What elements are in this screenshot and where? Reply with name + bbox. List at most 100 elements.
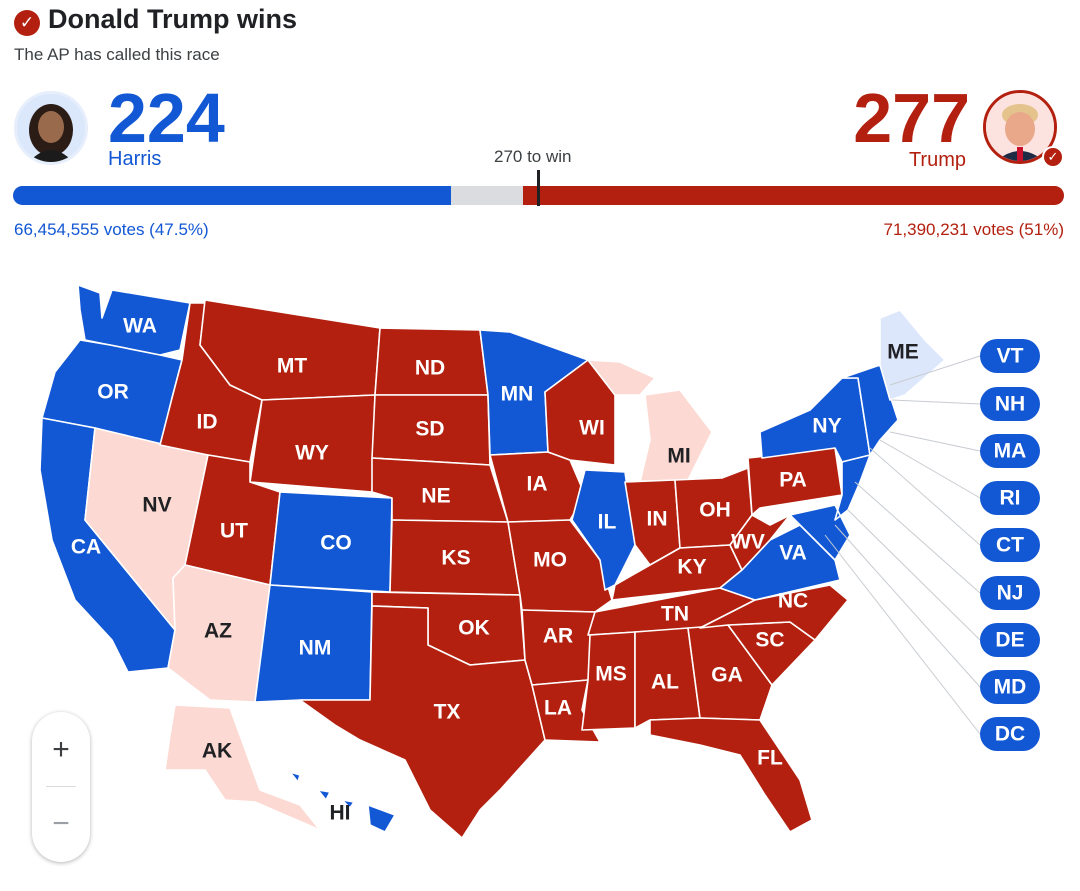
small-state-MD[interactable]: MD	[980, 670, 1040, 704]
state-HI[interactable]	[289, 771, 396, 833]
state-label-NM: NM	[299, 637, 332, 660]
leader-lines	[824, 355, 981, 735]
state-label-LA: LA	[544, 697, 572, 720]
small-state-label-NH: NH	[995, 393, 1025, 416]
state-label-GA: GA	[711, 664, 743, 687]
threshold-marker	[537, 170, 540, 206]
state-label-PA: PA	[779, 469, 807, 492]
state-label-AR: AR	[543, 625, 573, 648]
state-label-VA: VA	[779, 542, 807, 565]
state-label-ID: ID	[197, 411, 218, 434]
state-label-TX: TX	[434, 701, 461, 724]
small-state-label-MA: MA	[994, 440, 1027, 463]
state-label-WA: WA	[123, 315, 157, 338]
state-label-FL: FL	[757, 747, 783, 770]
state-label-MO: MO	[533, 549, 567, 572]
electoral-map[interactable]: VT NH MA RI CT NJ DE MD DC WA OR CA ID NV AZ UT MT WY CO N…	[0, 270, 1080, 891]
zoom-out-button[interactable]: −	[52, 807, 70, 840]
small-state-pill-DC[interactable]	[980, 717, 1040, 751]
state-ME[interactable]	[879, 309, 946, 401]
state-WA[interactable]	[77, 284, 191, 356]
state-label-MN: MN	[501, 383, 534, 406]
small-state-label-DC: DC	[995, 723, 1025, 746]
state-label-ME: ME	[887, 341, 919, 364]
state-label-MT: MT	[277, 355, 307, 378]
small-state-pill-NJ[interactable]	[980, 576, 1040, 610]
state-label-CO: CO	[320, 532, 352, 555]
state-label-NY: NY	[812, 415, 841, 438]
state-label-OR: OR	[97, 381, 129, 404]
state-label-WI: WI	[579, 417, 605, 440]
state-label-TN: TN	[661, 603, 689, 626]
state-label-CA: CA	[71, 536, 101, 559]
state-label-NC: NC	[778, 590, 808, 613]
small-state-RI[interactable]: RI	[980, 481, 1040, 515]
state-label-IL: IL	[598, 511, 617, 534]
state-label-OK: OK	[458, 617, 490, 640]
harris-electoral-votes: 224	[108, 79, 225, 157]
state-label-WV: WV	[731, 531, 765, 554]
state-label-NE: NE	[421, 485, 450, 508]
state-labels: WA OR CA ID NV AZ UT MT WY CO NM ND SD NE KS OK TX MN IA MO…	[71, 315, 919, 825]
harris-avatar[interactable]	[14, 91, 88, 165]
person-portrait-icon	[986, 93, 1054, 161]
race-status: The AP has called this race	[14, 45, 220, 64]
small-state-label-CT: CT	[996, 534, 1024, 557]
person-portrait-icon	[17, 94, 85, 162]
winner-check-icon: ✓	[1042, 146, 1064, 168]
small-state-pill-MA[interactable]	[980, 434, 1040, 468]
small-state-CT[interactable]: CT	[980, 528, 1040, 562]
state-MO[interactable]	[507, 519, 613, 613]
small-state-label-RI: RI	[1000, 487, 1021, 510]
small-state-DC[interactable]: DC	[980, 717, 1040, 751]
harris-popular-vote: 66,454,555 votes (47.5%)	[14, 220, 209, 239]
harris-bar-segment	[13, 186, 451, 205]
small-state-MA[interactable]: MA	[980, 434, 1040, 468]
state-label-KS: KS	[441, 547, 470, 570]
small-state-label-VT: VT	[997, 345, 1024, 368]
check-circle-icon: ✓	[14, 10, 40, 36]
small-state-NH[interactable]: NH	[980, 387, 1040, 421]
harris-name: Harris	[108, 148, 162, 170]
state-label-UT: UT	[220, 520, 248, 543]
state-label-KY: KY	[677, 556, 706, 579]
small-state-pill-MD[interactable]	[980, 670, 1040, 704]
trump-avatar[interactable]	[983, 90, 1057, 164]
state-label-AL: AL	[651, 671, 679, 694]
trump-popular-vote: 71,390,231 votes (51%)	[883, 220, 1064, 239]
small-state-pill-DE[interactable]	[980, 623, 1040, 657]
small-state-VT[interactable]: VT	[980, 339, 1040, 373]
state-label-MS: MS	[595, 663, 627, 686]
trump-electoral-votes: 277	[853, 79, 970, 157]
state-MS[interactable]	[581, 631, 636, 731]
small-state-NJ[interactable]: NJ	[980, 576, 1040, 610]
state-FL[interactable]	[649, 717, 813, 833]
state-label-NV: NV	[142, 494, 171, 517]
small-state-pill-NH[interactable]	[980, 387, 1040, 421]
state-label-WY: WY	[295, 442, 329, 465]
zoom-control: + −	[32, 712, 90, 862]
small-state-circles: VT NH MA RI CT NJ DE MD DC	[980, 339, 1040, 751]
small-state-label-DE: DE	[995, 629, 1024, 652]
race-headline: Donald Trump wins	[48, 4, 298, 34]
state-label-HI: HI	[330, 802, 351, 825]
small-state-pill-CT[interactable]	[980, 528, 1040, 562]
state-AK[interactable]	[164, 704, 321, 831]
small-state-label-MD: MD	[994, 676, 1027, 699]
zoom-in-button[interactable]: +	[52, 733, 70, 766]
small-state-DE[interactable]: DE	[980, 623, 1040, 657]
state-label-MI: MI	[667, 445, 690, 468]
state-label-AZ: AZ	[204, 620, 232, 643]
small-state-label-NJ: NJ	[997, 582, 1024, 605]
small-state-pill-RI[interactable]	[980, 481, 1040, 515]
state-label-IN: IN	[647, 508, 668, 531]
state-label-SD: SD	[415, 418, 444, 441]
threshold-label: 270 to win	[494, 147, 572, 166]
state-TX[interactable]	[299, 605, 546, 839]
small-state-pill-VT[interactable]	[980, 339, 1040, 373]
state-label-AK: AK	[202, 740, 232, 763]
state-label-ND: ND	[415, 357, 445, 380]
trump-name: Trump	[908, 149, 966, 171]
trump-bar-segment	[522, 186, 1064, 205]
state-label-IA: IA	[527, 473, 548, 496]
